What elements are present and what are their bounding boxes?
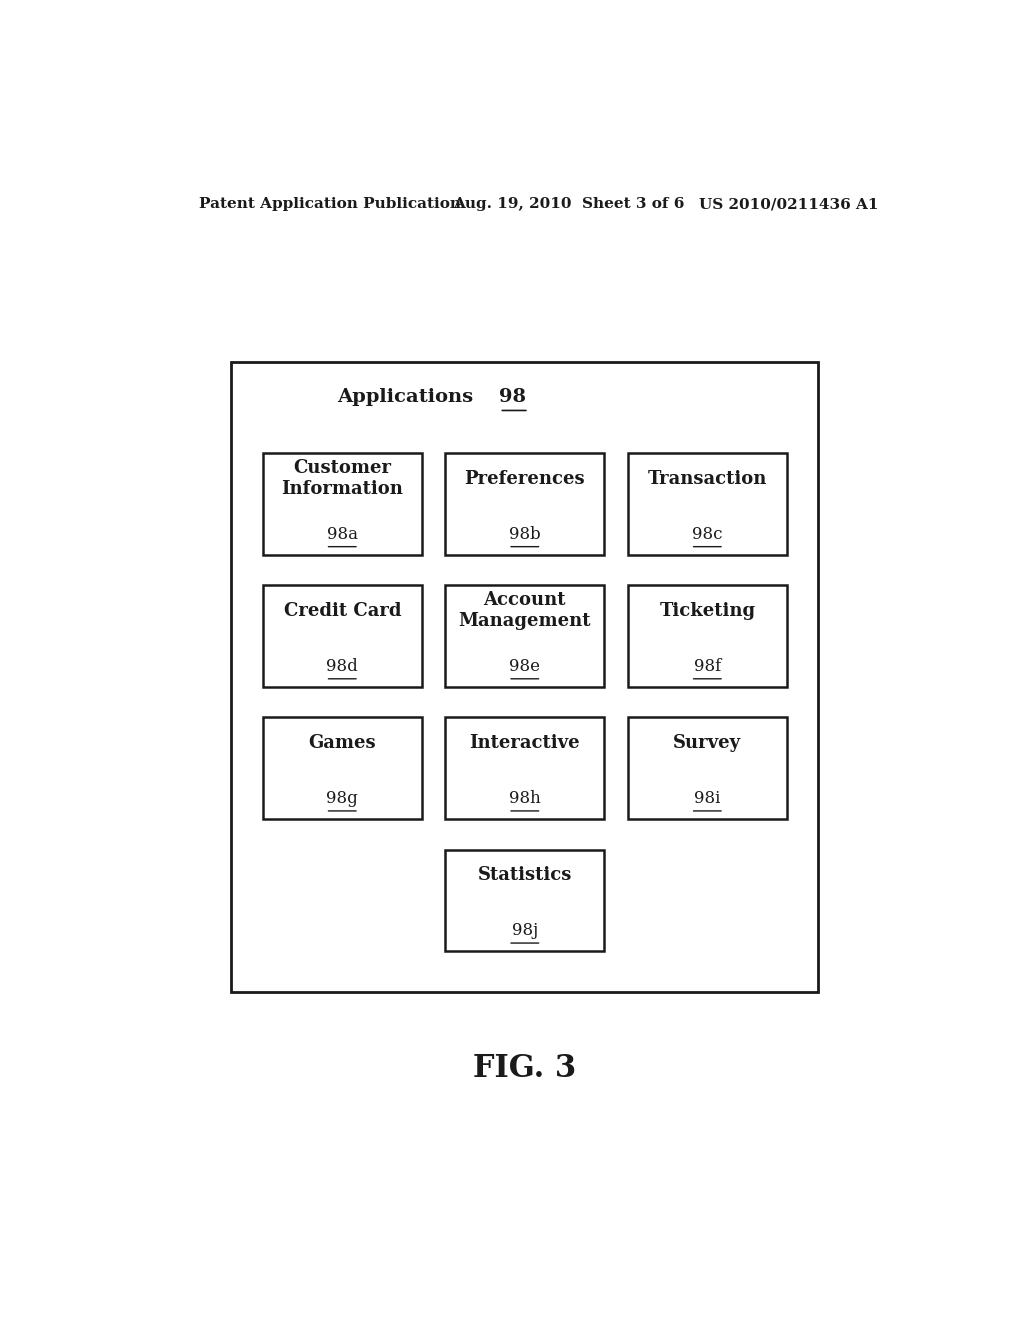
Text: 98c: 98c	[692, 525, 723, 543]
Text: 98e: 98e	[509, 659, 541, 675]
Text: 98: 98	[500, 388, 526, 407]
Text: Survey: Survey	[673, 734, 741, 752]
Text: Account
Management: Account Management	[459, 591, 591, 630]
FancyBboxPatch shape	[263, 585, 422, 686]
Text: Transaction: Transaction	[647, 470, 767, 487]
FancyBboxPatch shape	[263, 718, 422, 818]
FancyBboxPatch shape	[628, 585, 786, 686]
Text: Preferences: Preferences	[465, 470, 585, 487]
Text: FIG. 3: FIG. 3	[473, 1052, 577, 1084]
Text: Ticketing: Ticketing	[659, 602, 756, 619]
FancyBboxPatch shape	[445, 718, 604, 818]
FancyBboxPatch shape	[628, 453, 786, 554]
Text: 98a: 98a	[327, 525, 357, 543]
Text: Applications: Applications	[337, 388, 473, 407]
Text: Aug. 19, 2010  Sheet 3 of 6: Aug. 19, 2010 Sheet 3 of 6	[454, 197, 685, 211]
Text: 98j: 98j	[512, 923, 538, 940]
FancyBboxPatch shape	[445, 850, 604, 952]
Text: 98f: 98f	[693, 659, 721, 675]
Text: Credit Card: Credit Card	[284, 602, 401, 619]
Text: Customer
Information: Customer Information	[282, 459, 403, 498]
Text: US 2010/0211436 A1: US 2010/0211436 A1	[699, 197, 879, 211]
FancyBboxPatch shape	[445, 585, 604, 686]
Text: 98i: 98i	[694, 791, 721, 808]
FancyBboxPatch shape	[445, 453, 604, 554]
Text: Interactive: Interactive	[469, 734, 581, 752]
Text: 98d: 98d	[327, 659, 358, 675]
Text: 98b: 98b	[509, 525, 541, 543]
FancyBboxPatch shape	[263, 453, 422, 554]
Text: Patent Application Publication: Patent Application Publication	[200, 197, 462, 211]
Text: 98g: 98g	[327, 791, 358, 808]
FancyBboxPatch shape	[628, 718, 786, 818]
Text: Games: Games	[308, 734, 376, 752]
Text: 98h: 98h	[509, 791, 541, 808]
Text: Statistics: Statistics	[477, 866, 572, 884]
